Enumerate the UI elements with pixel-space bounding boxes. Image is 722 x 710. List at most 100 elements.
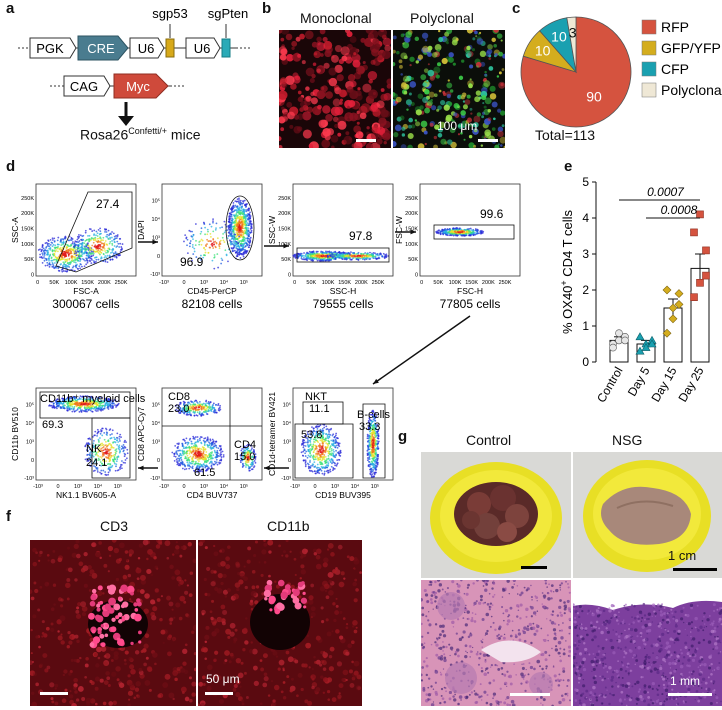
y-tick-label: 50K — [408, 257, 418, 263]
x-tick-label: -10³ — [290, 484, 300, 490]
x-tick-label: 50K — [306, 280, 316, 286]
u6-label-1: U6 — [138, 41, 155, 56]
arrow-head-icon — [264, 465, 270, 471]
cd19-cd1d-y-axis-label: CD1d-tetramer BV421 — [267, 392, 277, 476]
gate-label: 61.5 — [194, 467, 215, 479]
nsg-liver-photo — [573, 452, 722, 578]
pie-value-label-0: 90 — [586, 88, 602, 104]
legend-label-2: CFP — [661, 61, 689, 77]
legend-swatch-3 — [641, 82, 657, 98]
gate-label: CD4 — [234, 439, 256, 451]
legend-swatch-1 — [641, 40, 657, 56]
x-tick-label: 0 — [420, 280, 423, 286]
ssc-h-ssc-w-x-axis-label: SSC-H — [330, 286, 356, 296]
data-point — [690, 228, 698, 237]
y-tick-label: 100K — [21, 242, 34, 248]
data-point — [668, 303, 678, 313]
x-tick-label: 250K — [372, 280, 385, 286]
polyclonal-image — [393, 30, 505, 148]
y-tick-label: 5 — [582, 175, 589, 189]
nsg-he-histology — [573, 580, 722, 706]
panel-c-label: c — [512, 0, 521, 17]
polyclonal-title: Polyclonal — [410, 10, 474, 26]
panel-g-label: g — [398, 428, 408, 445]
gate-label: 15.0 — [234, 451, 255, 463]
sgp53-label: sgp53 — [152, 6, 187, 21]
cd4-cd8-y-axis-label: CD8 APC-Cy7 — [136, 407, 146, 462]
legend-swatch-2 — [641, 61, 657, 77]
cd3-image — [30, 540, 196, 706]
sgpten-block — [221, 38, 231, 58]
cell-count: 82108 cells — [182, 297, 243, 311]
nsg-title: NSG — [612, 432, 643, 448]
x-tick-label: 10⁵ — [114, 483, 122, 490]
y-tick-label: 10⁵ — [26, 402, 34, 409]
cell-count: 79555 cells — [313, 297, 374, 311]
cag-label: CAG — [70, 79, 98, 94]
arrow-head-icon — [373, 378, 379, 384]
x-tick-label: 50K — [49, 280, 59, 286]
u6-label-2: U6 — [194, 41, 211, 56]
gate-label: 27.4 — [96, 197, 120, 211]
y-tick-label: 10³ — [152, 235, 160, 241]
data-point — [674, 289, 684, 299]
pie-slice-3 — [566, 16, 577, 73]
arrow-head-icon — [138, 465, 144, 471]
scale-bar-f-left — [40, 692, 68, 695]
scale-bar-g-left — [510, 693, 550, 696]
y-tick-label: 150K — [278, 226, 291, 232]
scale-bar-g-right — [668, 693, 712, 696]
scale-bar-b-left — [356, 139, 376, 142]
data-point — [615, 329, 623, 337]
y-tick-label: 10⁴ — [283, 420, 292, 427]
y-tick-label: 1 — [582, 319, 589, 333]
x-category-label-2: Day 15 — [648, 364, 679, 404]
y-tick-label: 4 — [582, 211, 589, 225]
fsc-ssc-x-axis-label: FSC-A — [73, 286, 99, 296]
y-tick-label: 0 — [582, 355, 589, 369]
x-tick-label: 10⁵ — [240, 483, 248, 490]
nk-cd11b-x-axis-label: NK1.1 BV605-A — [56, 490, 116, 500]
pie-value-label-3: 3 — [569, 25, 577, 41]
fsc-h-fsc-w-y-axis-label: FSC-W — [394, 216, 404, 244]
y-tick-label: 250K — [21, 196, 34, 202]
y-tick-label: 0 — [415, 272, 418, 278]
cd45-dapi-y-axis-label: DAPI — [136, 220, 146, 240]
u6-promoter-2 — [185, 37, 221, 59]
x-tick-label: 150K — [81, 280, 94, 286]
cd4-cd8-x-axis-label: CD4 BUV737 — [186, 490, 237, 500]
x-tick-label: 0 — [56, 484, 59, 490]
cd45-dapi-x-axis-label: CD45-PerCP — [187, 286, 237, 296]
sgp53-block — [165, 38, 175, 58]
scale-label-b: 100 μm — [437, 119, 478, 133]
legend-swatch-0 — [641, 19, 657, 35]
gate-label: 11.1 — [309, 403, 330, 415]
gate-label: 33.3 — [359, 421, 380, 433]
x-category-label-0: Control — [594, 365, 625, 406]
x-tick-label: 10³ — [331, 484, 339, 490]
y-tick-label: -10³ — [281, 476, 291, 482]
u6-promoter-1 — [129, 37, 165, 59]
cre-label: CRE — [87, 41, 115, 56]
x-tick-label: 10³ — [74, 484, 82, 490]
x-tick-label: 10⁴ — [220, 483, 229, 490]
construct-diagram: PGK CRE U6 U6 sgp53 sgPten CAG Myc — [18, 6, 250, 126]
scale-label-g-bottom: 1 mm — [670, 674, 700, 688]
x-tick-label: 0 — [182, 484, 185, 490]
x-tick-label: 10³ — [200, 484, 208, 490]
y-tick-label: 10⁴ — [152, 216, 161, 223]
pgk-label: PGK — [36, 41, 64, 56]
x-tick-label: 100K — [322, 280, 335, 286]
x-tick-label: 10⁴ — [94, 483, 103, 490]
fsc-h-fsc-w-plot: 0 50K 100K 150K 200K 250K050K100K150K200K250K… — [394, 183, 521, 311]
y-tick-label: 0 — [157, 254, 160, 260]
x-tick-label: 100K — [65, 280, 78, 286]
gating-arrow — [372, 315, 471, 385]
cell-count: 77805 cells — [440, 297, 501, 311]
control-liver-photo — [421, 452, 571, 578]
y-tick-label: 10⁵ — [152, 198, 160, 205]
y-tick-label: 10⁴ — [152, 420, 161, 427]
